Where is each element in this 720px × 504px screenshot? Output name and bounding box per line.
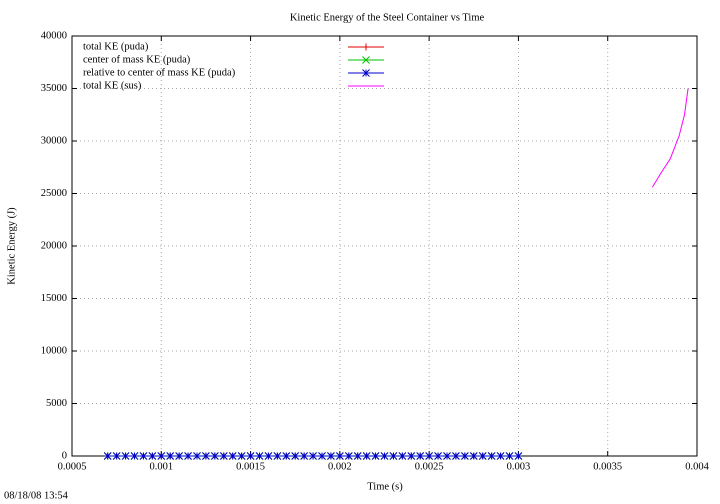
point (469, 452, 478, 460)
point (175, 452, 183, 460)
point (336, 452, 344, 460)
legend-marker (362, 56, 370, 64)
point (371, 452, 380, 460)
point (318, 452, 326, 460)
series-line (651, 88, 689, 188)
point (255, 452, 264, 460)
point (505, 452, 514, 460)
point (246, 452, 255, 460)
point (327, 452, 335, 460)
y-tick-label: 0 (62, 450, 67, 461)
point (193, 452, 201, 460)
point (211, 452, 219, 460)
point (130, 452, 139, 460)
point (291, 452, 300, 460)
point (282, 452, 291, 460)
point (461, 452, 469, 460)
point (362, 452, 371, 460)
legend-marker (362, 43, 370, 51)
y-tick-label: 10000 (41, 345, 67, 356)
point (273, 452, 282, 460)
x-tick-label: 0.0015 (236, 461, 265, 472)
x-tick-label: 0.003 (507, 461, 531, 472)
legend-label: relative to center of mass KE (puda) (83, 67, 236, 78)
point (112, 452, 121, 460)
point (398, 452, 407, 460)
point (148, 452, 157, 460)
y-tick-label: 15000 (41, 293, 67, 304)
point (425, 452, 433, 460)
y-tick-label: 5000 (46, 398, 67, 409)
x-tick-label: 0.002 (328, 461, 352, 472)
y-tick-label: 25000 (41, 188, 67, 199)
point (166, 452, 175, 460)
point (219, 452, 228, 460)
x-tick-label: 0.0025 (415, 461, 444, 472)
point (103, 452, 112, 460)
point (389, 452, 398, 460)
point (434, 452, 442, 460)
legend-label: total KE (sus) (83, 80, 142, 91)
point (344, 452, 353, 460)
point (184, 452, 192, 460)
point (514, 452, 523, 460)
legend-label: total KE (puda) (83, 41, 149, 52)
x-tick-label: 0.0005 (58, 461, 87, 472)
point (139, 452, 148, 460)
chart-title: Kinetic Energy of the Steel Container vs… (290, 12, 485, 23)
y-tick-label: 30000 (41, 135, 67, 146)
point (380, 452, 389, 460)
point (496, 452, 505, 460)
y-tick-label: 20000 (41, 240, 67, 251)
point (264, 452, 273, 460)
point (202, 452, 210, 460)
point (452, 452, 460, 460)
point (416, 452, 425, 460)
point (443, 452, 451, 460)
point (237, 452, 246, 460)
y-tick-label: 35000 (41, 83, 67, 94)
x-tick-label: 0.0035 (593, 461, 622, 472)
point (121, 452, 130, 460)
point (300, 452, 308, 460)
y-tick-label: 40000 (41, 30, 67, 41)
point (309, 452, 317, 460)
x-tick-label: 0.001 (149, 461, 173, 472)
point (478, 452, 487, 460)
legend-marker (362, 69, 370, 77)
x-tick-label: 0.004 (685, 461, 709, 472)
point (407, 452, 416, 460)
x-axis-label: Time (s) (367, 481, 403, 492)
point (157, 452, 166, 460)
point (353, 452, 362, 460)
y-axis-label: Kinetic Energy (J) (6, 207, 17, 285)
point (228, 452, 237, 460)
point (487, 452, 496, 460)
legend-label: center of mass KE (puda) (83, 54, 191, 65)
timestamp: 08/18/08 13:54 (4, 490, 69, 501)
